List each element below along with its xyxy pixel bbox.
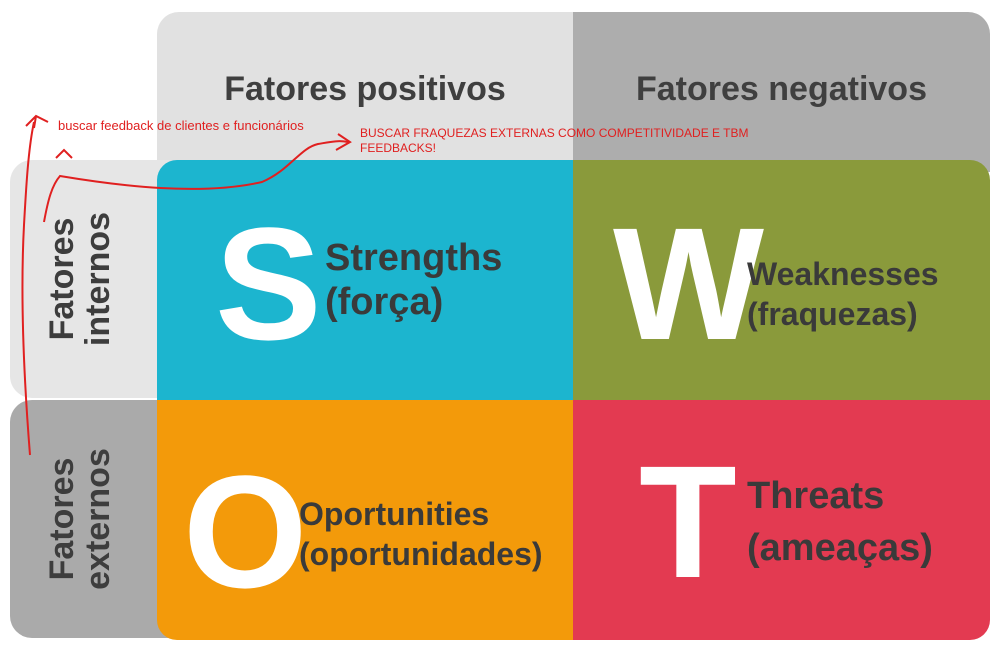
annotation-arrow-vertical	[21, 121, 35, 456]
weaknesses-title: Weaknesses	[747, 256, 939, 292]
strengths-title: Strengths	[325, 237, 503, 279]
header-positive-factors: Fatores positivos	[157, 12, 573, 172]
quadrant-weaknesses: W Weaknesses (fraquezas)	[573, 160, 990, 400]
letter-t: T	[639, 432, 737, 611]
annotation-note2-line2: FEEDBACKS!	[360, 141, 437, 155]
threats-text: Threats (ameaças)	[747, 470, 933, 574]
quadrant-threats: T Threats (ameaças)	[573, 400, 990, 640]
annotation-arrowhead-2	[335, 133, 352, 151]
annotation-arrowhead-1	[25, 114, 49, 129]
opportunities-title: Oportunities	[299, 496, 490, 532]
threats-title: Threats	[747, 475, 885, 517]
header-positive-label: Fatores positivos	[224, 70, 506, 108]
letter-w: W	[613, 194, 765, 373]
header-negative-label: Fatores negativos	[636, 70, 927, 108]
opportunities-text: Oportunities (oportunidades)	[299, 494, 543, 574]
side-external-factors: Fatores externos	[10, 400, 170, 638]
annotation-note-feedback: buscar feedback de clientes e funcionári…	[58, 118, 304, 133]
letter-o: O	[183, 442, 308, 621]
weaknesses-text: Weaknesses (fraquezas)	[747, 254, 939, 334]
strengths-text: Strengths (força)	[325, 236, 502, 324]
annotation-note-external-weaknesses: BUSCAR FRAQUEZAS EXTERNAS COMO COMPETITI…	[360, 126, 749, 156]
strengths-subtitle: (força)	[325, 281, 444, 323]
weaknesses-subtitle: (fraquezas)	[747, 296, 918, 332]
opportunities-subtitle: (oportunidades)	[299, 536, 543, 572]
header-negative-factors: Fatores negativos	[573, 12, 990, 172]
annotation-note2-line1: BUSCAR FRAQUEZAS EXTERNAS COMO COMPETITI…	[360, 126, 749, 140]
letter-s: S	[215, 194, 322, 373]
annotation-arrow-curve	[43, 140, 349, 223]
quadrant-strengths: S Strengths (força)	[157, 160, 573, 400]
quadrant-opportunities: O Oportunities (oportunidades)	[157, 400, 573, 640]
side-internal-factors: Fatores internos	[10, 160, 170, 398]
annotation-arrowhead-3	[55, 148, 73, 159]
threats-subtitle: (ameaças)	[747, 527, 933, 569]
